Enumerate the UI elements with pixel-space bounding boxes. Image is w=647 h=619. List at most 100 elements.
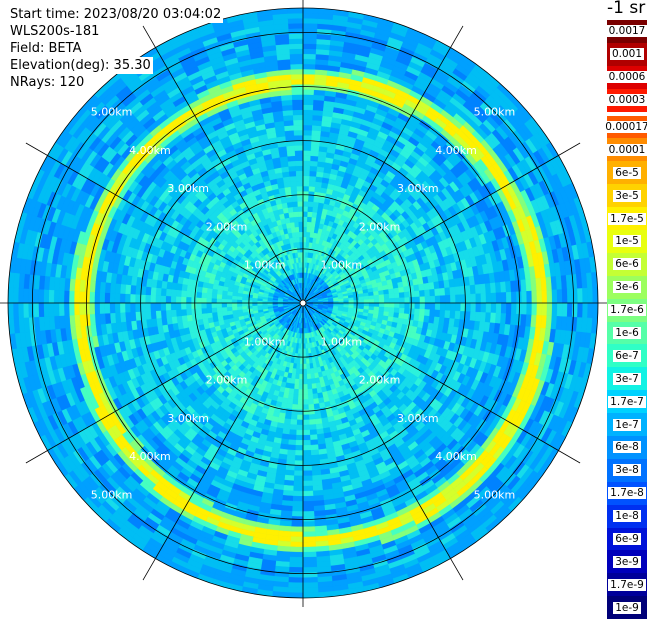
ppi-cell <box>303 115 313 120</box>
ppi-cell <box>283 485 293 491</box>
ppi-cell <box>425 303 430 310</box>
ppi-cell <box>303 222 307 227</box>
ppi-cell <box>303 186 309 191</box>
ppi-cell <box>303 166 310 171</box>
ppi-cell <box>306 359 310 364</box>
ppi-cell <box>303 39 317 45</box>
ppi-cell <box>389 303 394 308</box>
ppi-cell <box>409 286 415 292</box>
ppi-cell <box>313 495 324 501</box>
ppi-cell <box>419 284 425 291</box>
ppi-cell <box>409 309 415 315</box>
ppi-cell <box>296 425 303 430</box>
ppi-cell <box>303 181 309 186</box>
ppi-cell <box>291 532 303 537</box>
ppi-cell <box>435 310 441 318</box>
ppi-cell <box>303 582 318 587</box>
ppi-cell <box>404 308 410 314</box>
ppi-cell <box>309 424 316 430</box>
ppi-cell <box>312 383 317 389</box>
ppi-cell <box>496 303 501 313</box>
ppi-cell <box>313 490 323 496</box>
ppi-cell <box>311 378 316 384</box>
ppi-cell <box>309 191 315 197</box>
ppi-cell <box>307 369 311 374</box>
ppi-cell <box>440 310 446 318</box>
ppi-cell <box>470 312 476 321</box>
ppi-cell <box>510 314 516 325</box>
ppi-cell <box>562 303 568 317</box>
ppi-cell <box>552 290 557 303</box>
ppi-cell <box>303 23 318 28</box>
ppi-cell <box>491 303 496 313</box>
ppi-cell <box>300 364 304 369</box>
ppi-cell <box>414 291 420 297</box>
ppi-cell <box>303 511 314 516</box>
ppi-cell <box>299 384 304 389</box>
ppi-cell <box>303 18 318 23</box>
ppi-cell <box>481 303 486 313</box>
ppi-cell <box>521 291 526 303</box>
ppi-cell <box>303 125 312 130</box>
ppi-cell <box>364 300 369 304</box>
ppi-cell <box>303 547 316 552</box>
ppi-cell <box>288 577 303 582</box>
ppi-cell <box>297 420 303 425</box>
ppi-cell <box>303 201 308 206</box>
ppi-cell <box>450 295 455 303</box>
ppi-cell <box>311 445 319 451</box>
ppi-cell <box>293 389 298 394</box>
ppi-cell <box>293 394 298 399</box>
ppi-cell <box>303 145 311 150</box>
ppi-cell <box>445 295 450 303</box>
ppi-cell <box>364 303 369 307</box>
ppi-cell <box>303 95 314 100</box>
ppi-cell <box>310 161 318 167</box>
ppi-cell <box>404 314 410 320</box>
ppi-cell <box>303 567 317 573</box>
ppi-cell <box>303 476 312 481</box>
ppi-cell <box>409 291 415 297</box>
ppi-cell <box>552 303 557 316</box>
ppi-cell <box>419 309 425 316</box>
ppi-cell <box>495 282 501 293</box>
ppi-cell <box>303 415 309 420</box>
ppi-cell <box>414 315 420 322</box>
ppi-cell <box>506 292 511 303</box>
ppi-cell <box>501 303 506 314</box>
ppi-cell <box>440 296 445 304</box>
ppi-cell <box>424 309 430 316</box>
ppi-cell <box>303 69 315 74</box>
ppi-cell <box>312 465 321 471</box>
ppi-cell <box>285 470 294 476</box>
ppi-cell <box>303 349 306 354</box>
ppi-cell <box>303 542 316 547</box>
ppi-cell <box>486 303 491 313</box>
ppi-cell <box>303 587 318 593</box>
ppi-cell <box>496 293 501 303</box>
ppi-cell <box>311 146 320 152</box>
ppi-cell <box>291 537 304 543</box>
ppi-cell <box>303 527 315 532</box>
ppi-cell <box>587 303 593 318</box>
ppi-cell <box>303 156 311 161</box>
ppi-cell <box>398 313 404 319</box>
ppi-cell <box>369 296 374 300</box>
ppi-cell <box>577 288 582 303</box>
ppi-cell <box>303 537 316 543</box>
ppi-cell <box>410 297 415 303</box>
ppi-cell <box>384 303 389 308</box>
ppi-cell <box>303 593 318 599</box>
ppi-cell <box>308 201 314 207</box>
ppi-cell <box>537 303 543 316</box>
ppi-cell <box>297 405 303 410</box>
ppi-cell <box>476 294 481 303</box>
ppi-cell <box>314 505 325 511</box>
ppi-cell <box>293 481 303 486</box>
ppi-cell <box>310 430 317 436</box>
ppi-cell <box>291 409 297 415</box>
ppi-cell <box>527 291 532 303</box>
ppi-cell <box>389 308 394 313</box>
ppi-cell <box>379 303 384 307</box>
ppi-cell <box>374 295 379 299</box>
